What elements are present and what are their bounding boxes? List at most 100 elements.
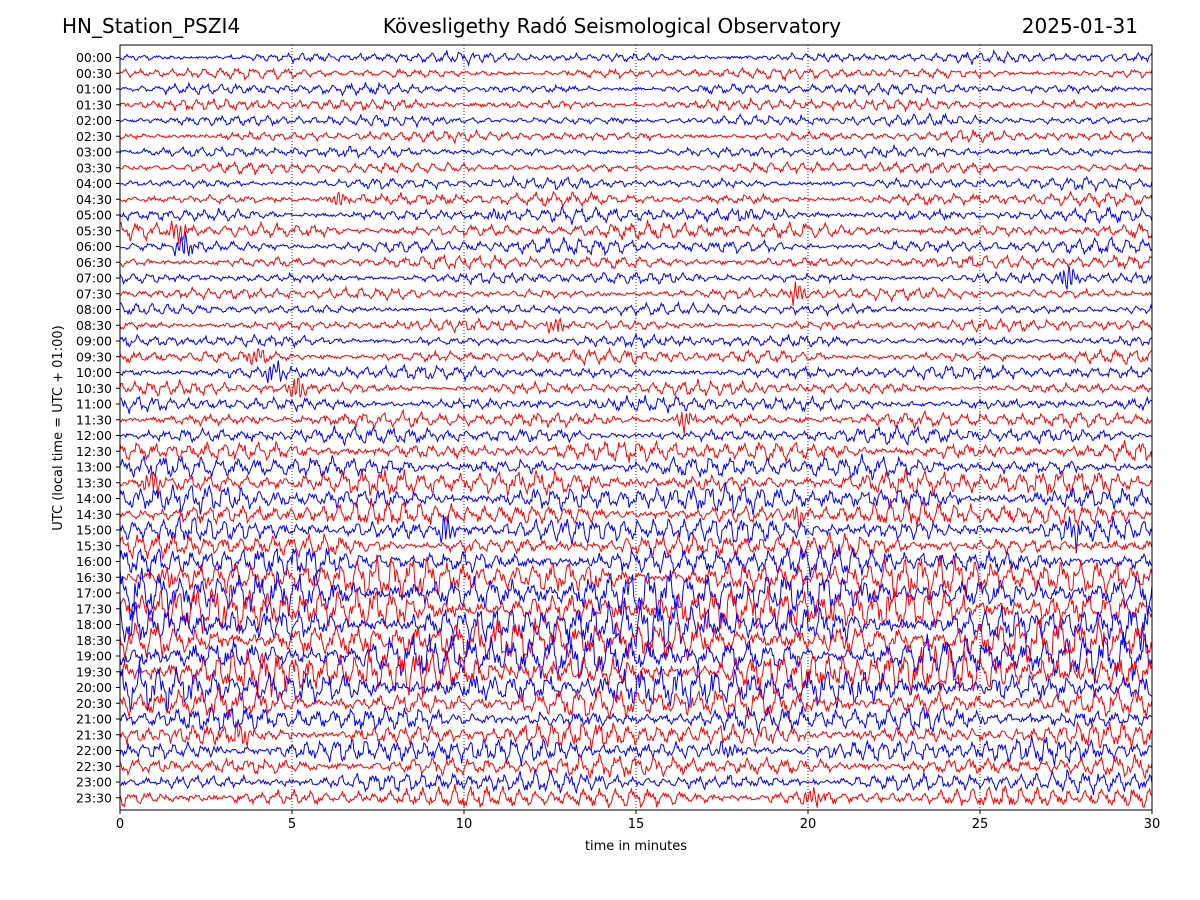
- x-axis-label: time in minutes: [585, 839, 687, 854]
- trace-0200: [120, 112, 1152, 129]
- y-tick-label: 17:30: [76, 601, 112, 616]
- trace-0530: [120, 219, 1152, 245]
- x-tick-label: 0: [116, 817, 124, 832]
- y-tick-label: 14:00: [76, 491, 112, 506]
- x-tick-label: 30: [1144, 817, 1161, 832]
- y-tick-label: 05:30: [76, 223, 112, 238]
- y-tick-label: 06:30: [76, 255, 112, 270]
- y-tick-label: 13:00: [76, 460, 112, 475]
- trace-2200: [120, 735, 1152, 766]
- y-tick-label: 09:30: [76, 349, 112, 364]
- y-tick-label: 18:30: [76, 633, 112, 648]
- y-tick-label: 14:30: [76, 507, 112, 522]
- trace-1200: [120, 425, 1152, 447]
- trace-1330: [120, 468, 1152, 496]
- trace-0030: [120, 66, 1152, 83]
- y-tick-label: 13:30: [76, 475, 112, 490]
- y-axis-label: UTC (local time = UTC + 01:00): [51, 325, 66, 530]
- seismogram-traces: [120, 48, 1152, 809]
- y-tick-label: 07:00: [76, 271, 112, 286]
- y-tick-label: 09:00: [76, 334, 112, 349]
- trace-0330: [120, 160, 1152, 176]
- trace-1130: [120, 408, 1152, 435]
- y-tick-label: 03:00: [76, 145, 112, 160]
- y-tick-labels: 00:0000:3001:0001:3002:0002:3003:0003:30…: [76, 50, 120, 805]
- y-tick-label: 18:00: [76, 617, 112, 632]
- trace-0630: [120, 253, 1152, 271]
- y-tick-label: 11:00: [76, 397, 112, 412]
- trace-2230: [120, 751, 1152, 781]
- y-tick-label: 20:30: [76, 696, 112, 711]
- trace-0300: [120, 143, 1152, 160]
- y-tick-label: 08:00: [76, 302, 112, 317]
- y-tick-label: 19:00: [76, 649, 112, 664]
- trace-2100: [120, 705, 1152, 735]
- y-tick-label: 00:30: [76, 66, 112, 81]
- trace-1600: [120, 543, 1152, 578]
- y-tick-label: 02:30: [76, 129, 112, 144]
- trace-0730: [120, 281, 1152, 306]
- trace-0130: [120, 96, 1152, 113]
- y-tick-label: 20:00: [76, 680, 112, 695]
- trace-1300: [120, 453, 1152, 481]
- trace-0230: [120, 128, 1152, 145]
- trace-1000: [120, 360, 1152, 384]
- y-tick-label: 01:00: [76, 82, 112, 97]
- y-tick-label: 19:30: [76, 664, 112, 679]
- trace-1030: [120, 377, 1152, 398]
- trace-0000: [120, 48, 1152, 67]
- y-tick-label: 12:00: [76, 428, 112, 443]
- station-name: HN_Station_PSZI4: [62, 14, 241, 38]
- trace-0700: [120, 266, 1152, 290]
- y-tick-label: 00:00: [76, 50, 112, 65]
- chart-title: Kövesligethy Radó Seismological Observat…: [382, 14, 842, 38]
- record-date: 2025-01-31: [1021, 14, 1138, 38]
- trace-2130: [120, 720, 1152, 751]
- y-tick-label: 17:00: [76, 586, 112, 601]
- trace-1730: [120, 584, 1152, 635]
- trace-2330: [120, 783, 1152, 809]
- y-tick-label: 21:30: [76, 727, 112, 742]
- trace-1900: [120, 631, 1152, 684]
- x-tick-label: 5: [288, 817, 296, 832]
- y-tick-label: 23:00: [76, 775, 112, 790]
- trace-0600: [120, 231, 1152, 257]
- y-tick-label: 12:30: [76, 444, 112, 459]
- trace-1700: [120, 567, 1152, 621]
- y-tick-label: 05:00: [76, 208, 112, 223]
- x-tick-label: 10: [456, 817, 473, 832]
- y-tick-label: 22:00: [76, 743, 112, 758]
- y-tick-label: 22:30: [76, 759, 112, 774]
- x-tick-label: 15: [628, 817, 645, 832]
- trace-0800: [120, 300, 1152, 318]
- y-tick-label: 01:30: [76, 97, 112, 112]
- y-tick-label: 04:30: [76, 192, 112, 207]
- trace-1500: [120, 514, 1152, 554]
- y-tick-label: 15:00: [76, 523, 112, 538]
- trace-1100: [120, 394, 1152, 414]
- trace-2300: [120, 768, 1152, 795]
- trace-1930: [120, 646, 1152, 698]
- x-tick-label: 20: [800, 817, 817, 832]
- trace-1830: [120, 617, 1152, 663]
- y-tick-label: 16:00: [76, 554, 112, 569]
- trace-0430: [120, 190, 1152, 209]
- trace-1400: [120, 481, 1152, 515]
- y-tick-label: 11:30: [76, 412, 112, 427]
- y-tick-label: 16:30: [76, 570, 112, 585]
- trace-1230: [120, 439, 1152, 464]
- x-tick-labels: 0 5 10 15 20 25 30: [116, 810, 1160, 832]
- trace-1630: [120, 554, 1152, 601]
- trace-0900: [120, 332, 1152, 350]
- y-tick-label: 06:00: [76, 239, 112, 254]
- y-tick-label: 10:30: [76, 381, 112, 396]
- y-tick-label: 03:30: [76, 160, 112, 175]
- trace-0830: [120, 317, 1152, 334]
- trace-0100: [120, 81, 1152, 97]
- trace-0930: [120, 346, 1152, 367]
- trace-2000: [120, 659, 1152, 713]
- y-tick-label: 08:30: [76, 318, 112, 333]
- y-tick-label: 02:00: [76, 113, 112, 128]
- trace-0500: [120, 205, 1152, 225]
